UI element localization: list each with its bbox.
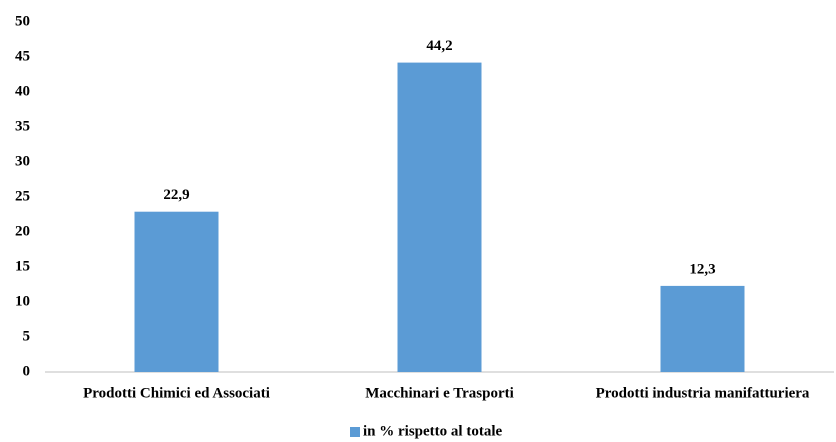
- y-tick-label: 45: [15, 48, 30, 64]
- y-tick-label: 25: [15, 188, 30, 204]
- x-tick-label: Prodotti industria manifatturiera: [596, 385, 810, 401]
- data-label: 44,2: [426, 38, 452, 54]
- legend-label: in % rispetto al totale: [363, 423, 502, 439]
- y-tick-label: 50: [15, 13, 30, 29]
- y-tick-label: 15: [15, 258, 30, 274]
- x-tick-label: Prodotti Chimici ed Associati: [83, 385, 270, 401]
- y-tick-label: 5: [23, 328, 31, 344]
- y-tick-label: 0: [23, 363, 31, 379]
- x-tick-label: Macchinari e Trasporti: [365, 385, 514, 401]
- data-label: 22,9: [163, 187, 189, 203]
- y-tick-label: 30: [15, 153, 30, 169]
- y-tick-label: 10: [15, 293, 30, 309]
- y-tick-label: 40: [15, 83, 30, 99]
- y-tick-label: 20: [15, 223, 30, 239]
- legend-swatch: [350, 427, 360, 437]
- bar: [134, 211, 219, 372]
- y-tick-label: 35: [15, 118, 30, 134]
- bar: [660, 285, 745, 372]
- data-label: 12,3: [689, 261, 715, 277]
- bar: [397, 62, 482, 372]
